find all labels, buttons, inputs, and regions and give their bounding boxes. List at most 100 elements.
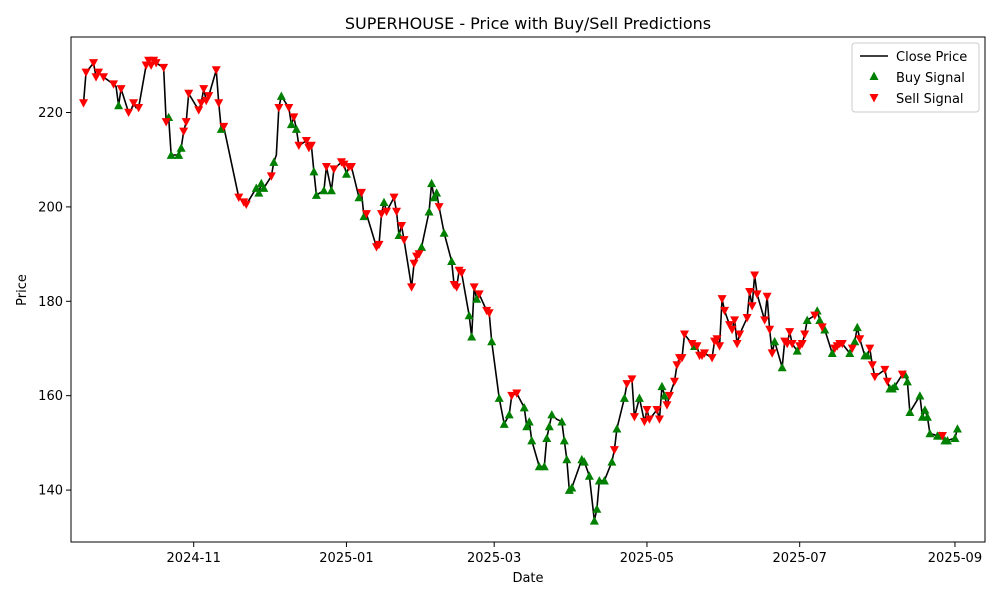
sell-signal-marker	[211, 66, 221, 75]
sell-signal-marker	[181, 118, 191, 127]
sell-signal-marker	[730, 316, 740, 325]
sell-signal-marker	[639, 417, 649, 427]
buy-signal-marker	[359, 211, 369, 221]
sell-signal-marker	[767, 349, 777, 358]
sell-signal-marker	[717, 295, 727, 304]
sell-signal-marker	[817, 323, 827, 332]
buy-signal-marker	[657, 381, 667, 391]
buy-signal-marker	[527, 436, 537, 445]
sell-signal-marker	[732, 339, 742, 349]
sell-signal-marker	[512, 389, 522, 398]
sell-signal-marker	[161, 118, 171, 127]
buy-signal-marker	[354, 192, 364, 202]
sell-signal-marker	[707, 354, 717, 363]
legend-buy-swatch	[869, 71, 879, 80]
sell-signal-marker	[194, 106, 204, 115]
buy-signal-marker	[915, 391, 925, 400]
buy-signal-marker	[254, 188, 264, 197]
buy-signal-marker	[852, 322, 862, 332]
sell-signal-marker	[219, 122, 229, 132]
buy-signal-marker	[417, 242, 427, 251]
x-tick-label: 2025-09	[928, 551, 982, 566]
buy-signal-marker	[815, 315, 825, 324]
buy-signal-marker	[567, 483, 577, 492]
sell-signal-marker	[399, 236, 409, 245]
x-tick-label: 2025-01	[319, 551, 373, 566]
buy-signal-marker	[487, 336, 497, 346]
sell-signal-marker	[669, 377, 679, 387]
x-tick-label: 2025-07	[773, 551, 827, 566]
sell-signal-marker	[377, 210, 387, 219]
buy-signal-marker	[592, 504, 602, 513]
buy-signal-marker	[341, 169, 351, 178]
sell-signal-marker	[199, 85, 209, 94]
x-tick-label: 2025-05	[620, 551, 674, 566]
buy-signal-marker	[850, 336, 860, 346]
sell-signal-marker	[414, 250, 424, 259]
buy-signal-marker	[429, 192, 439, 202]
sell-signal-marker	[785, 328, 795, 337]
sell-signal-marker	[760, 316, 770, 325]
y-tick-label: 220	[38, 106, 63, 121]
buy-signal-marker	[166, 150, 176, 159]
buy-signal-marker	[925, 428, 935, 438]
sell-signal-marker	[361, 210, 371, 219]
sell-signal-marker	[204, 92, 214, 101]
buy-signal-marker	[579, 457, 589, 466]
buy-signal-marker	[524, 417, 534, 426]
buy-signal-marker	[504, 410, 514, 419]
buy-signal-marker	[499, 419, 509, 428]
buy-signal-marker	[216, 124, 226, 133]
sell-signal-marker	[765, 325, 775, 335]
sell-signal-marker	[664, 391, 674, 401]
sell-signal-marker	[109, 80, 119, 89]
buy-signal-marker	[309, 167, 319, 176]
sell-signal-marker	[301, 137, 311, 146]
buy-signal-marker	[467, 332, 477, 341]
sell-signal-marker	[692, 342, 702, 351]
sell-signal-marker	[752, 290, 762, 299]
buy-signal-marker	[862, 351, 872, 360]
sell-signal-marker	[434, 203, 444, 212]
y-axis-title: Price	[15, 274, 30, 306]
sell-signal-marker	[346, 162, 356, 172]
buy-signal-marker	[599, 476, 609, 485]
sell-signal-marker	[882, 377, 892, 387]
buy-signal-marker	[269, 157, 279, 166]
sell-signal-marker	[392, 207, 402, 217]
buy-signal-marker	[589, 516, 599, 525]
sell-signal-marker	[937, 431, 947, 441]
sell-signal-marker	[474, 290, 484, 299]
sell-signal-marker	[241, 200, 251, 210]
buy-signal-marker	[584, 471, 594, 480]
buy-signal-marker	[820, 325, 830, 334]
sell-signal-marker	[151, 59, 161, 68]
buy-signal-marker	[902, 377, 912, 386]
buy-signal-marker	[447, 256, 457, 266]
sell-signal-marker	[627, 375, 637, 384]
y-tick-label: 160	[38, 389, 63, 404]
sell-signal-marker	[687, 339, 697, 349]
sell-signal-marker	[356, 188, 366, 198]
sell-signal-marker	[407, 283, 417, 292]
sell-signal-marker	[374, 240, 384, 250]
buy-signal-marker	[176, 143, 186, 152]
buy-signal-marker	[522, 421, 532, 431]
sell-signal-marker	[214, 99, 224, 108]
sell-signal-marker	[700, 349, 710, 358]
sell-signal-marker	[321, 162, 331, 172]
plot-area-frame	[70, 36, 986, 543]
buy-signal-marker	[544, 421, 554, 431]
sell-signal-marker	[469, 283, 479, 292]
sell-signal-marker	[196, 99, 206, 108]
sell-signal-marker	[81, 68, 91, 77]
sell-signal-marker	[727, 325, 737, 335]
buy-signal-marker	[259, 183, 269, 192]
buy-signal-marker	[472, 294, 482, 303]
sell-signal-marker	[750, 271, 760, 280]
buy-signal-marker	[432, 188, 442, 197]
sell-signal-marker	[116, 85, 126, 94]
legend-sell-swatch	[869, 94, 879, 103]
